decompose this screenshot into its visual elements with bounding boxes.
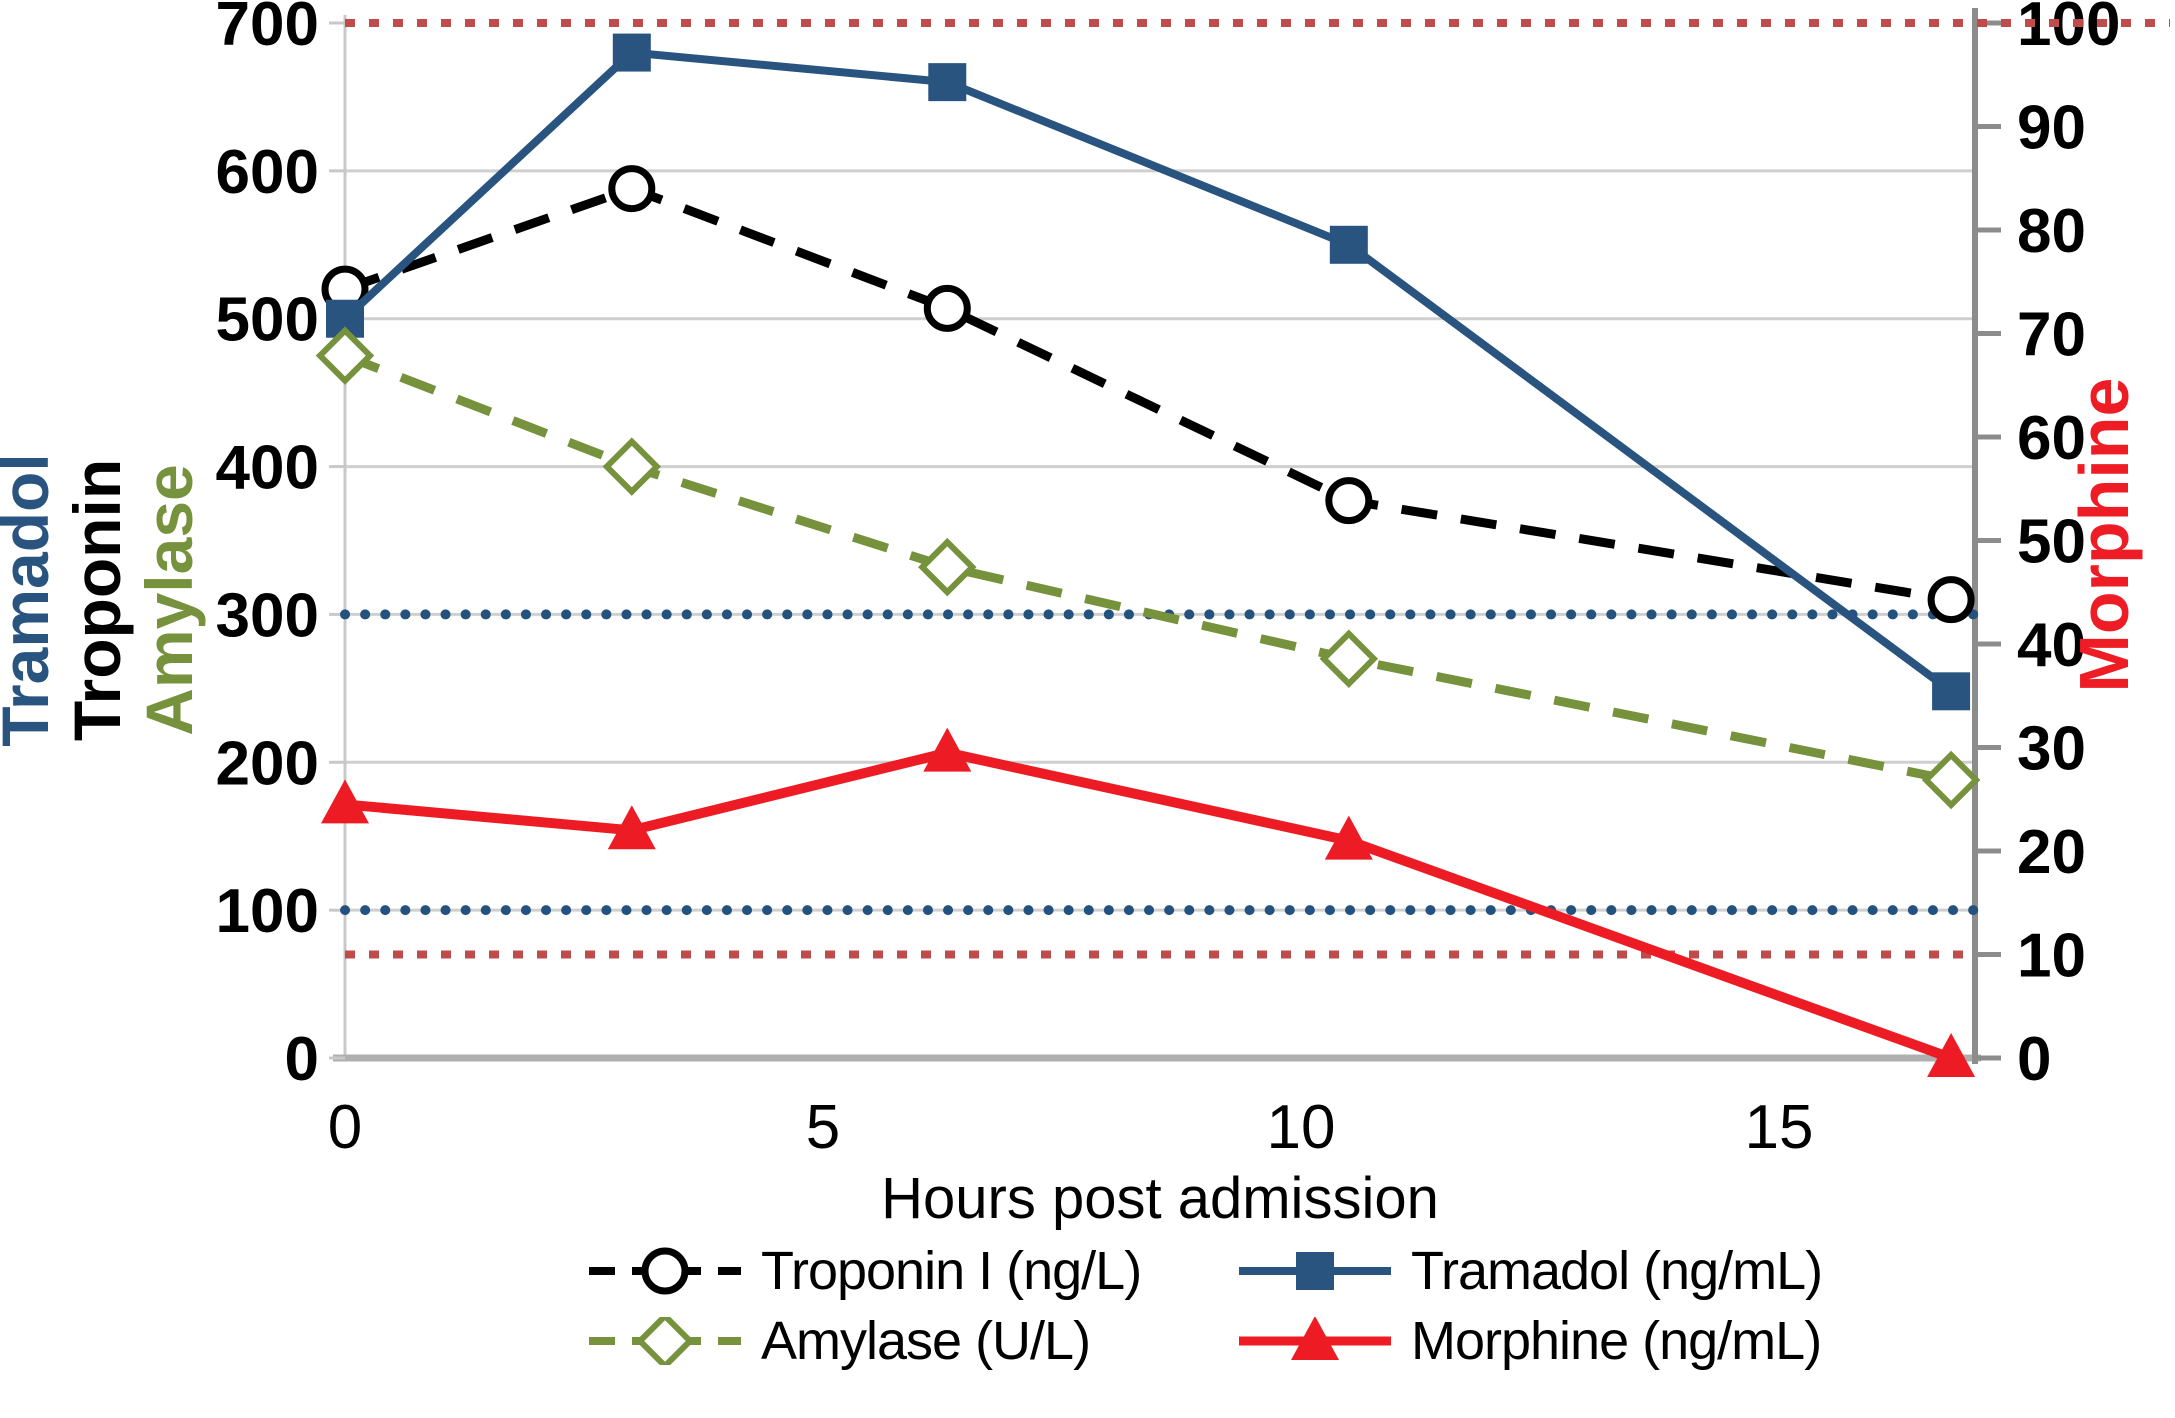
axes-spines bbox=[333, 8, 1981, 1064]
right-axis-tick-label: 60 bbox=[2017, 404, 2086, 473]
left-axis-title-tramadol: Tramadol bbox=[0, 453, 62, 746]
reference-lines bbox=[340, 19, 2170, 959]
legend-label-troponin: Troponin I (ng/L) bbox=[761, 1241, 1142, 1301]
x-axis-tick-label: 10 bbox=[1267, 1093, 1336, 1162]
right-axis-tick-label: 90 bbox=[2017, 94, 2086, 163]
swatch-svg bbox=[1239, 1252, 1391, 1290]
right-axis-tick-label: 40 bbox=[2017, 611, 2086, 680]
legend-label-morphine: Morphine (ng/mL) bbox=[1411, 1311, 1822, 1371]
troponin-legend-marker-icon bbox=[585, 1247, 745, 1295]
left-axis-tick-label: 200 bbox=[216, 729, 319, 798]
left-axis-title-amylase: Amylase bbox=[132, 464, 206, 736]
x-axis-ticks: 0 5 10 15 bbox=[328, 1093, 1814, 1162]
right-axis-ticks: 0 10 20 30 40 50 60 70 80 90 100 bbox=[1975, 0, 2120, 1094]
morphine-legend-marker-icon bbox=[1235, 1317, 1395, 1365]
legend-item-troponin: Troponin I (ng/L) bbox=[585, 1244, 1235, 1298]
right-axis-title-morphine: Morphine bbox=[2065, 378, 2143, 693]
legend-label-tramadol: Tramadol (ng/mL) bbox=[1411, 1241, 1823, 1301]
right-axis-tick-label: 10 bbox=[2017, 922, 2086, 991]
left-axis-tick-label: 700 bbox=[216, 0, 319, 59]
swatch-svg bbox=[589, 1317, 741, 1365]
swatch-svg bbox=[589, 1247, 741, 1295]
legend: Troponin I (ng/L) Tramadol (ng/mL) Amyla… bbox=[585, 1244, 1895, 1368]
right-axis-tick-label: 70 bbox=[2017, 301, 2086, 370]
legend-item-tramadol: Tramadol (ng/mL) bbox=[1235, 1244, 1895, 1298]
amylase-legend-marker-icon bbox=[585, 1317, 745, 1365]
right-axis-tick-label: 30 bbox=[2017, 715, 2086, 784]
legend-label-amylase: Amylase (U/L) bbox=[761, 1311, 1091, 1371]
x-axis-title: Hours post admission bbox=[881, 1166, 1439, 1231]
series-amylase bbox=[315, 326, 1981, 810]
left-axis-tick-label: 500 bbox=[216, 286, 319, 355]
right-axis-tick-label: 0 bbox=[2017, 1025, 2051, 1094]
x-axis-tick-label: 5 bbox=[806, 1093, 840, 1162]
series-tramadol bbox=[326, 33, 1971, 711]
series-morphine bbox=[321, 727, 1976, 1077]
x-axis-title-label: Hours post admission bbox=[881, 1166, 1439, 1231]
tramadol-legend-marker-icon bbox=[1235, 1247, 1395, 1295]
right-axis-tick-label: 50 bbox=[2017, 508, 2086, 577]
legend-item-amylase: Amylase (U/L) bbox=[585, 1314, 1235, 1368]
right-axis-tick-label: 80 bbox=[2017, 197, 2086, 266]
right-axis-tick-label: 100 bbox=[2017, 0, 2120, 59]
x-axis-tick-label: 15 bbox=[1745, 1093, 1814, 1162]
series-troponin bbox=[321, 165, 1975, 624]
left-axis-tick-label: 600 bbox=[216, 138, 319, 207]
left-axis-tick-label: 300 bbox=[216, 581, 319, 650]
left-axis-tick-label: 100 bbox=[216, 877, 319, 946]
left-axis-ticks: 0 100 200 300 400 500 600 700 bbox=[216, 0, 345, 1094]
legend-item-morphine: Morphine (ng/mL) bbox=[1235, 1314, 1895, 1368]
left-axis-tick-label: 0 bbox=[285, 1025, 319, 1094]
right-axis-tick-label: 20 bbox=[2017, 818, 2086, 887]
x-axis-tick-label: 0 bbox=[328, 1093, 362, 1162]
swatch-svg bbox=[1239, 1317, 1391, 1360]
left-axis-title-troponin: Troponin bbox=[60, 459, 134, 741]
left-axis-tick-label: 400 bbox=[216, 434, 319, 503]
